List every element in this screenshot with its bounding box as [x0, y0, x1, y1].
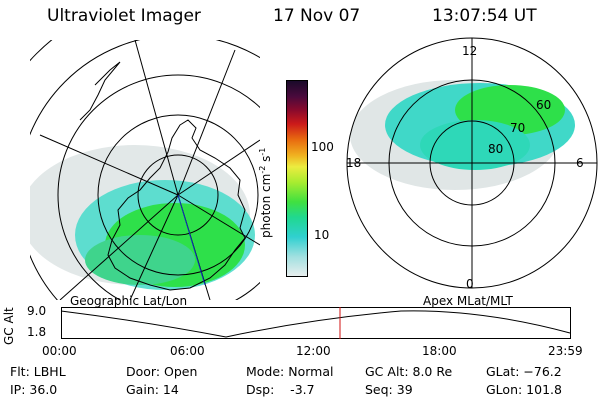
colorbar-tick-100: 100 [311, 140, 334, 154]
info-gain: Gain: 14 [126, 382, 179, 397]
mlt-label-18: 18 [346, 156, 361, 170]
colorbar-tick-10: 10 [314, 228, 330, 242]
mlat-label-60: 60 [536, 98, 551, 112]
info-door: Door: Open [126, 364, 198, 379]
right-panel-caption: Apex MLat/MLT [423, 294, 513, 308]
info-filter: Flt: LBHL [10, 364, 66, 379]
altitude-ytick-low: 1.8 [27, 325, 47, 339]
altitude-xtick-1200: 12:00 [296, 344, 331, 358]
altitude-xtick-2359: 23:59 [548, 344, 583, 358]
info-seq: Seq: 39 [365, 382, 413, 397]
mlt-label-6: 6 [576, 156, 584, 170]
info-dsp: Dsp: -3.7 [246, 382, 315, 397]
info-glat: GLat: −76.2 [486, 364, 562, 379]
altitude-plot [60, 307, 571, 339]
mlt-label-0: 0 [466, 277, 474, 291]
colorbar [286, 80, 308, 277]
instrument-title: Ultraviolet Imager [47, 6, 201, 26]
info-ip: IP: 36.0 [10, 382, 58, 397]
date-label: 17 Nov 07 [273, 6, 361, 26]
mlat-label-70: 70 [510, 121, 525, 135]
altitude-xtick-1800: 18:00 [422, 344, 457, 358]
info-glon: GLon: 101.8 [486, 382, 562, 397]
altitude-xtick-0600: 06:00 [170, 344, 205, 358]
info-gc-alt: GC Alt: 8.0 Re [365, 364, 453, 379]
info-mode: Mode: Normal [246, 364, 334, 379]
altitude-ylabel: GC Alt [2, 307, 16, 345]
time-label: 13:07:54 UT [432, 6, 537, 26]
mlat-label-80: 80 [488, 142, 503, 156]
geographic-map [30, 40, 260, 300]
left-panel-caption: Geographic Lat/Lon [70, 294, 188, 308]
altitude-ytick-high: 9.0 [27, 304, 47, 318]
polar-plot: 12 18 6 0 60 70 80 [346, 37, 598, 291]
mlt-label-12: 12 [462, 44, 477, 58]
colorbar-unit-label: photon cm-2 s-1 [258, 147, 273, 238]
altitude-xtick-0000: 00:00 [42, 344, 77, 358]
